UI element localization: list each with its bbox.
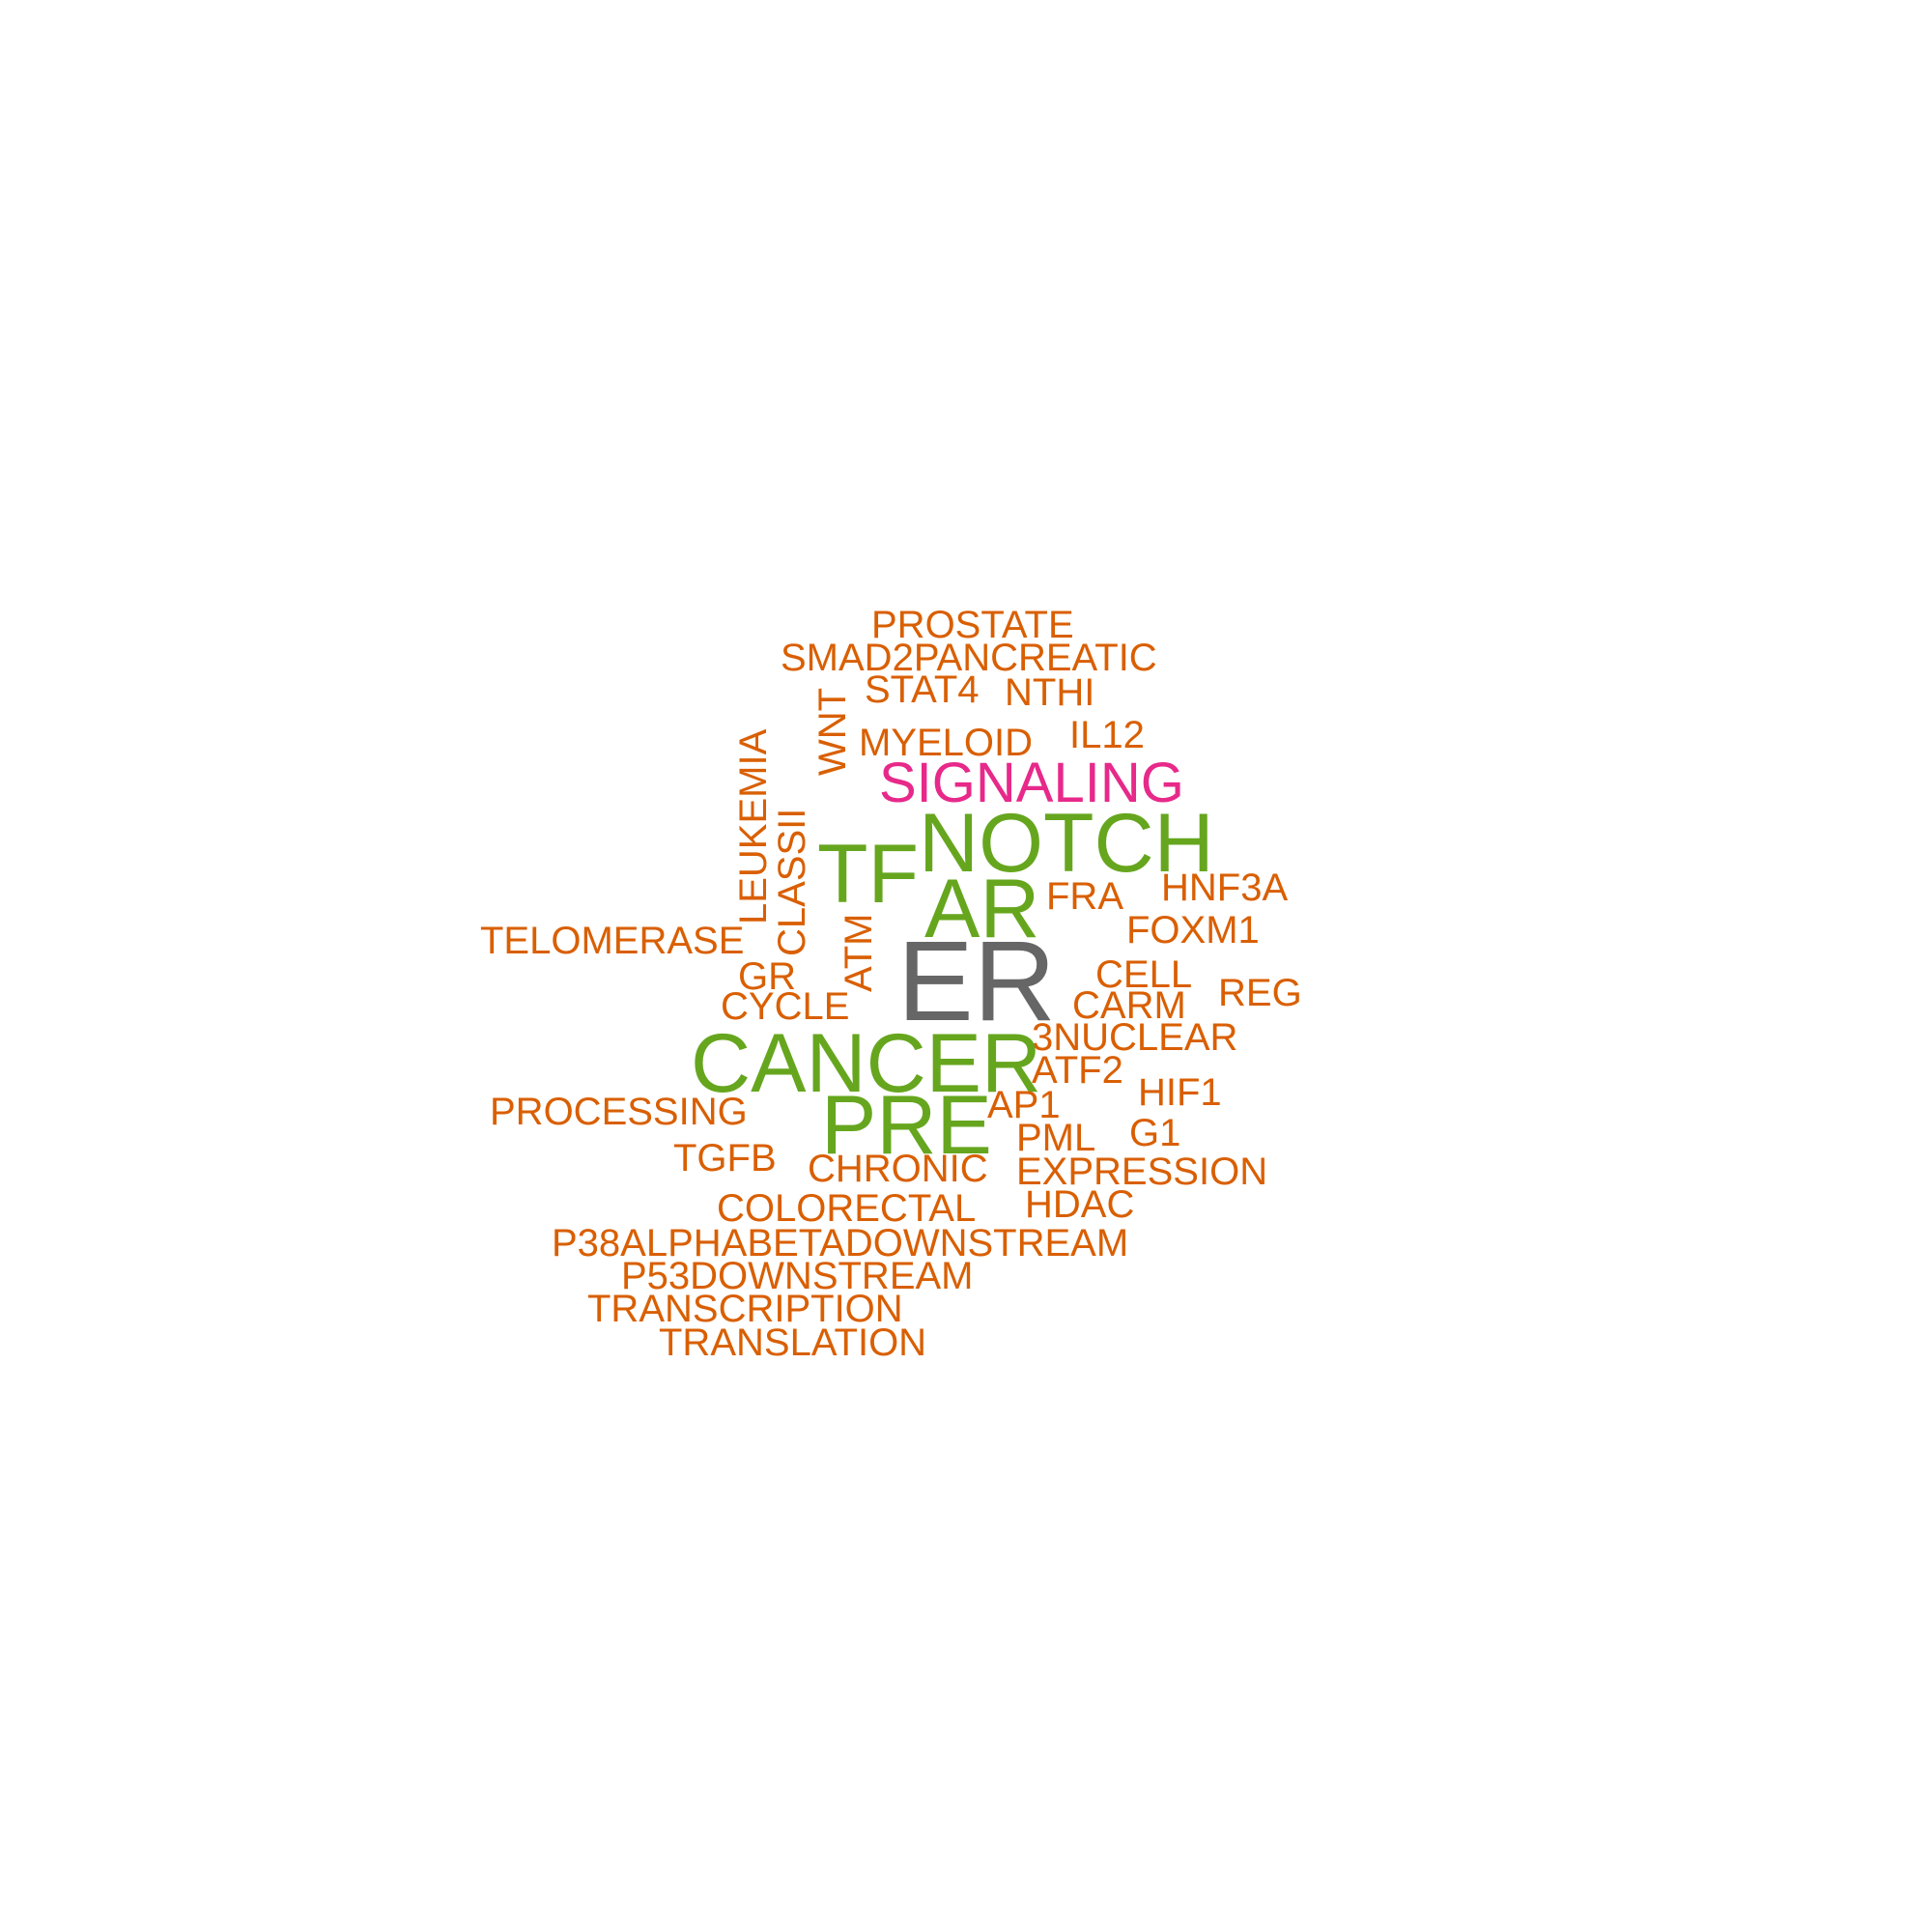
- word-tf: TF: [817, 828, 920, 921]
- word-cancer: CANCER: [691, 1017, 1042, 1110]
- word-nthi: NTHI: [1005, 671, 1095, 714]
- word-wnt: WNT: [811, 687, 854, 776]
- word-ar: AR: [924, 863, 1040, 955]
- word-er: ER: [897, 918, 1056, 1045]
- word-cell: CELL: [1095, 953, 1193, 996]
- word-foxm1: FOXM1: [1126, 909, 1260, 952]
- word-il12: IL12: [1069, 714, 1145, 756]
- word-leukemia: LEUKEMIA: [732, 728, 775, 924]
- word-smad2pancreatic: SMAD2PANCREATIC: [781, 637, 1157, 679]
- word-notch: NOTCH: [919, 797, 1214, 890]
- word-pre: PRE: [821, 1079, 992, 1172]
- word-g1: G1: [1129, 1112, 1181, 1154]
- word-prostate: PROSTATE: [871, 604, 1074, 646]
- word-expression: EXPRESSION: [1016, 1151, 1268, 1193]
- word-cycle: CYCLE: [721, 985, 850, 1028]
- word-chronic: CHRONIC: [808, 1148, 988, 1190]
- word-pml: PML: [1016, 1117, 1096, 1159]
- word-ap1: AP1: [987, 1084, 1061, 1126]
- word-myeloid: MYELOID: [859, 722, 1034, 764]
- word-reg: REG: [1218, 972, 1302, 1014]
- word-hif1: HIF1: [1138, 1071, 1222, 1114]
- word-gr: GR: [738, 955, 796, 998]
- word-processing: PROCESSING: [490, 1091, 748, 1133]
- word-carm: CARM: [1072, 984, 1186, 1027]
- word-classii: CLASSII: [771, 808, 813, 956]
- word-hdac: HDAC: [1025, 1183, 1135, 1226]
- word-tgfb: TGFB: [673, 1137, 777, 1179]
- word-3nuclear: 3NUCLEAR: [1032, 1016, 1238, 1059]
- word-stat4: STAT4: [865, 668, 980, 711]
- word-transcription: TRANSCRIPTION: [587, 1288, 903, 1330]
- word-fra: FRA: [1046, 875, 1123, 918]
- word-p38alphabetadownstream: P38ALPHABETADOWNSTREAM: [552, 1222, 1129, 1264]
- word-atf2: ATF2: [1032, 1049, 1123, 1092]
- word-signaling: SIGNALING: [879, 752, 1184, 814]
- word-colorectal: COLORECTAL: [717, 1187, 977, 1230]
- word-atm: ATM: [838, 913, 880, 992]
- word-translation: TRANSLATION: [659, 1321, 927, 1364]
- word-telomerase: TELOMERASE: [480, 920, 745, 962]
- word-hnf3a: HNF3A: [1161, 867, 1289, 909]
- word-p53downstream: P53DOWNSTREAM: [621, 1255, 974, 1297]
